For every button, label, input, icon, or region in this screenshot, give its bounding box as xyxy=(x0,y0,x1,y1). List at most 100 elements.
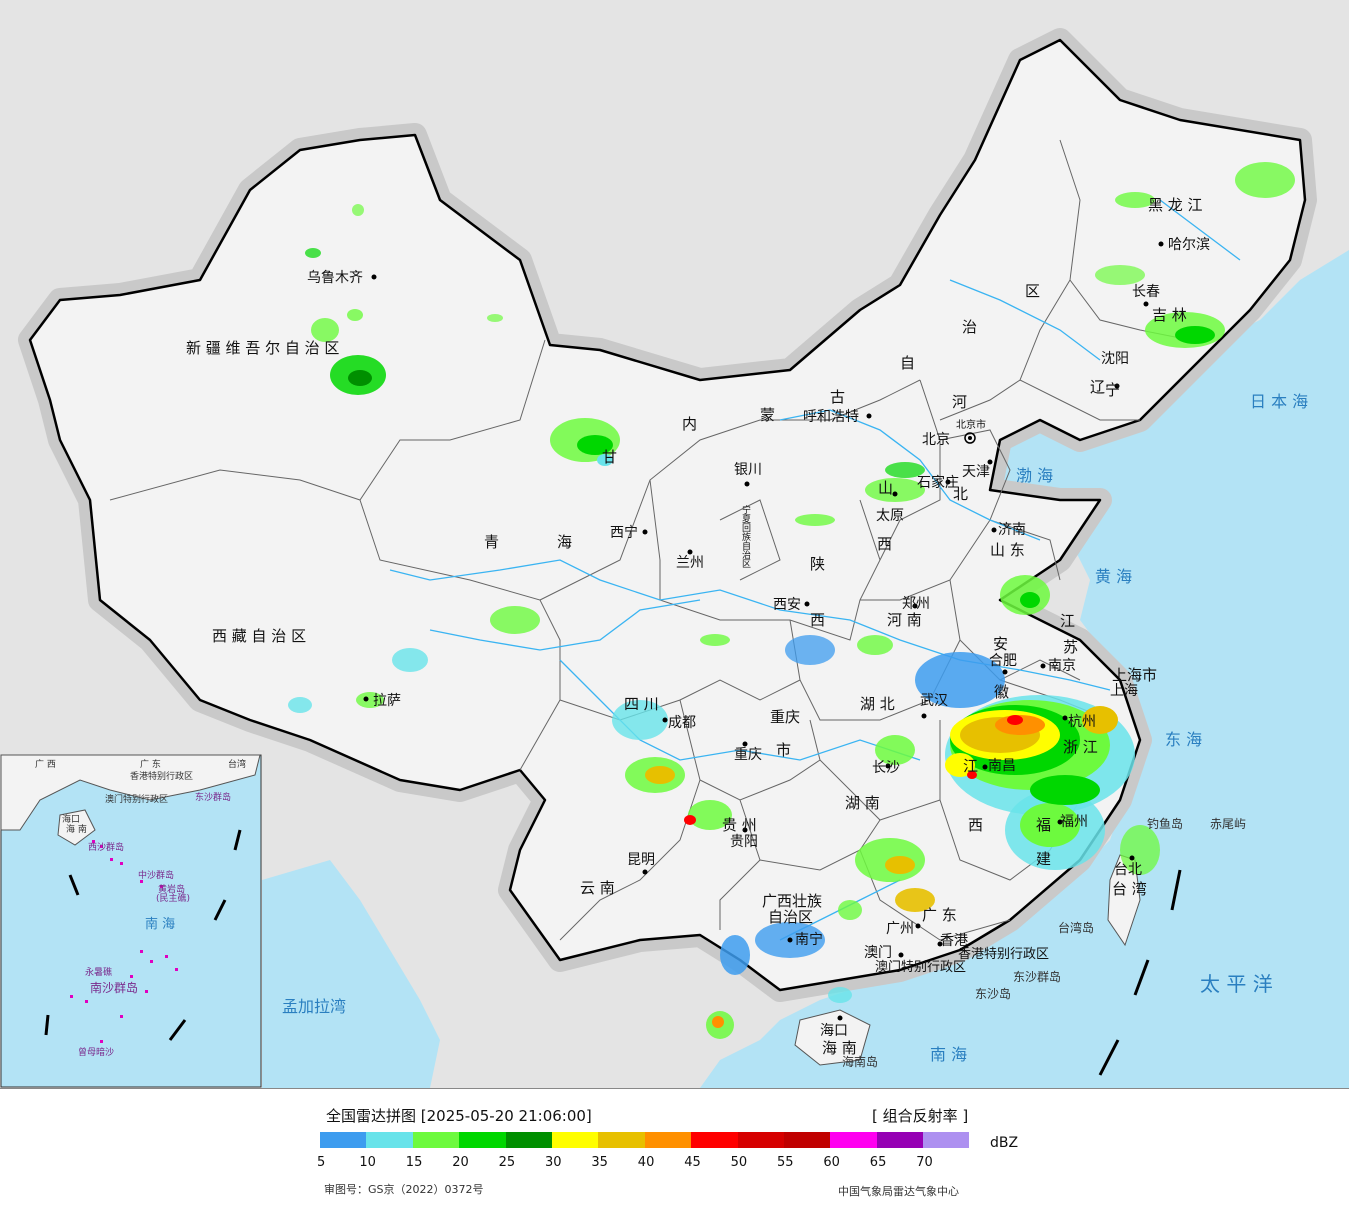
city-wuhan: 武汉 xyxy=(920,693,948,709)
sea-bengal: 孟加拉湾 xyxy=(282,997,346,1016)
inset-hk: 香港特别行政区 xyxy=(130,770,193,782)
inset-nansha: 南沙群岛 xyxy=(90,980,138,995)
city-zhengzhou: 郑州 xyxy=(902,596,930,612)
inset-huangyan: 黄岩岛 xyxy=(158,883,185,895)
city-changchun: 长春 xyxy=(1132,284,1160,300)
japan-sea-area xyxy=(1200,280,1349,560)
scale-tick-65: 65 xyxy=(869,1155,887,1170)
city-hongkong: 香港 xyxy=(940,933,968,949)
scale-swatch-65 xyxy=(876,1132,924,1148)
label-liaoning-1: 辽 xyxy=(1090,378,1105,396)
label-heilongjiang: 黑 龙 江 xyxy=(1148,196,1203,214)
label-shandong: 山 东 xyxy=(990,541,1025,559)
scale-swatch-45 xyxy=(691,1132,738,1148)
sea-pacific: 太 平 洋 xyxy=(1200,972,1273,996)
label-neimeng-2: 蒙 xyxy=(760,406,775,424)
city-shenyang: 沈阳 xyxy=(1101,351,1129,367)
radar-map: 新 疆 维 吾 尔 自 治 区 西 藏 自 治 区 青 海 甘 内 蒙 古 自 … xyxy=(0,0,1349,1088)
inset-south-sea: 南 海 xyxy=(145,916,175,932)
label-fujian-1: 福 xyxy=(1036,816,1051,834)
label-jilin: 吉 林 xyxy=(1152,306,1187,324)
hainan-island xyxy=(794,1009,871,1066)
city-changsha: 长沙 xyxy=(872,760,900,776)
city-shanghai: 上海 xyxy=(1110,683,1138,699)
inset-minzhu: (民主礁) xyxy=(156,892,190,904)
inset-zengmu: 曾母暗沙 xyxy=(78,1046,114,1058)
inset-yongshu: 永暑礁 xyxy=(85,966,112,978)
inset-macau: 澳门特别行政区 xyxy=(105,793,168,805)
label-neimeng-4: 自 xyxy=(900,354,915,372)
sea-japan: 日 本 海 xyxy=(1250,392,1308,411)
label-hunan: 湖 南 xyxy=(845,794,880,812)
label-shanxi-2: 西 xyxy=(877,535,892,553)
scale-swatch-55 xyxy=(783,1132,831,1148)
scale-swatch-25 xyxy=(505,1132,552,1148)
scale-swatch-10 xyxy=(366,1132,413,1148)
label-neimeng-6: 区 xyxy=(1025,282,1040,300)
city-jinan: 济南 xyxy=(998,522,1026,538)
city-lanzhou: 兰州 xyxy=(676,555,704,571)
scale-tick-55: 55 xyxy=(777,1155,794,1170)
sea-east: 东 海 xyxy=(1165,730,1202,749)
scale-tick-40: 40 xyxy=(637,1155,655,1170)
label-macau: 澳门特别行政区 xyxy=(875,959,966,975)
scale-ticks: 5 10 15 20 25 30 35 40 45 50 55 60 65 70 xyxy=(310,1155,950,1173)
label-jiangxi-1: 江 xyxy=(963,757,978,775)
label-neimeng-5: 治 xyxy=(962,318,977,336)
approval-number: 审图号：GS京（2022）0372号 xyxy=(324,1183,484,1196)
scale-swatch-30 xyxy=(551,1132,599,1148)
scale-tick-50: 50 xyxy=(730,1155,748,1170)
city-chongqing: 重庆 xyxy=(734,747,762,763)
label-anhui-1: 安 xyxy=(993,635,1008,653)
label-qinghai-2: 海 xyxy=(557,533,572,551)
scale-swatch-5 xyxy=(320,1132,367,1148)
label-guangxi-1: 广西壮族 xyxy=(762,892,822,910)
city-haikou: 海口 xyxy=(820,1023,848,1039)
city-beijing: 北京 xyxy=(922,432,950,448)
label-xizang: 西 藏 自 治 区 xyxy=(212,627,306,645)
label-gansu: 甘 xyxy=(602,448,617,466)
city-taipei: 台北 xyxy=(1114,862,1142,878)
label-shanxi-1: 山 xyxy=(878,479,893,497)
scale-tick-20: 20 xyxy=(452,1155,469,1170)
scale-tick-30: 30 xyxy=(545,1155,562,1170)
label-ningxia: 宁夏回族自治区 xyxy=(740,504,751,568)
scale-swatch-20 xyxy=(459,1132,506,1148)
nine-dash-line xyxy=(1098,869,1182,1076)
inset-taiwan: 台湾 xyxy=(228,758,246,770)
label-qinghai-1: 青 xyxy=(484,533,499,551)
island-dongsha: 东沙岛 xyxy=(975,986,1011,1001)
sea-south: 南 海 xyxy=(930,1045,967,1064)
city-nanchang: 南昌 xyxy=(988,758,1016,774)
label-guangxi-2: 自治区 xyxy=(768,908,813,926)
inset-zhongsha: 中沙群岛 xyxy=(138,869,174,881)
city-markers xyxy=(363,241,1164,1021)
sea-yellow: 黄 海 xyxy=(1095,567,1132,586)
label-hk: 香港特别行政区 xyxy=(958,947,1049,962)
scale-tick-10: 10 xyxy=(359,1155,376,1170)
city-taiyuan: 太原 xyxy=(876,508,904,524)
city-xining: 西宁 xyxy=(610,524,638,541)
city-nanjing: 南京 xyxy=(1048,658,1076,674)
inset-guangdong: 广 东 xyxy=(140,758,161,770)
mosaic-title: 全国雷达拼图 [2025-05-20 21:06:00] xyxy=(326,1107,592,1125)
product-label: [ 组合反射率 ] xyxy=(872,1107,969,1125)
city-shijiazhuang: 石家庄 xyxy=(917,474,959,491)
inset-guangxi: 广 西 xyxy=(35,758,56,770)
city-xian: 西安 xyxy=(773,597,801,613)
scale-tick-25: 25 xyxy=(498,1155,516,1170)
label-chongqing-2: 市 xyxy=(776,741,791,759)
city-hangzhou: 杭州 xyxy=(1068,714,1096,730)
scale-swatch-40 xyxy=(644,1132,692,1148)
island-chiwei: 赤尾屿 xyxy=(1210,817,1246,831)
scale-tick-60: 60 xyxy=(823,1155,840,1170)
color-scale-bar xyxy=(320,1132,970,1148)
label-shanghai: 上海市 xyxy=(1112,666,1157,684)
island-dongsha-group: 东沙群岛 xyxy=(1013,969,1061,984)
island-diaoyu: 钓鱼岛 xyxy=(1147,816,1183,831)
label-fujian-2: 建 xyxy=(1036,850,1051,868)
city-fuzhou: 福州 xyxy=(1060,814,1088,830)
city-nanning: 南宁 xyxy=(795,931,823,948)
organization-name: 中国气象局雷达气象中心 xyxy=(838,1185,959,1198)
